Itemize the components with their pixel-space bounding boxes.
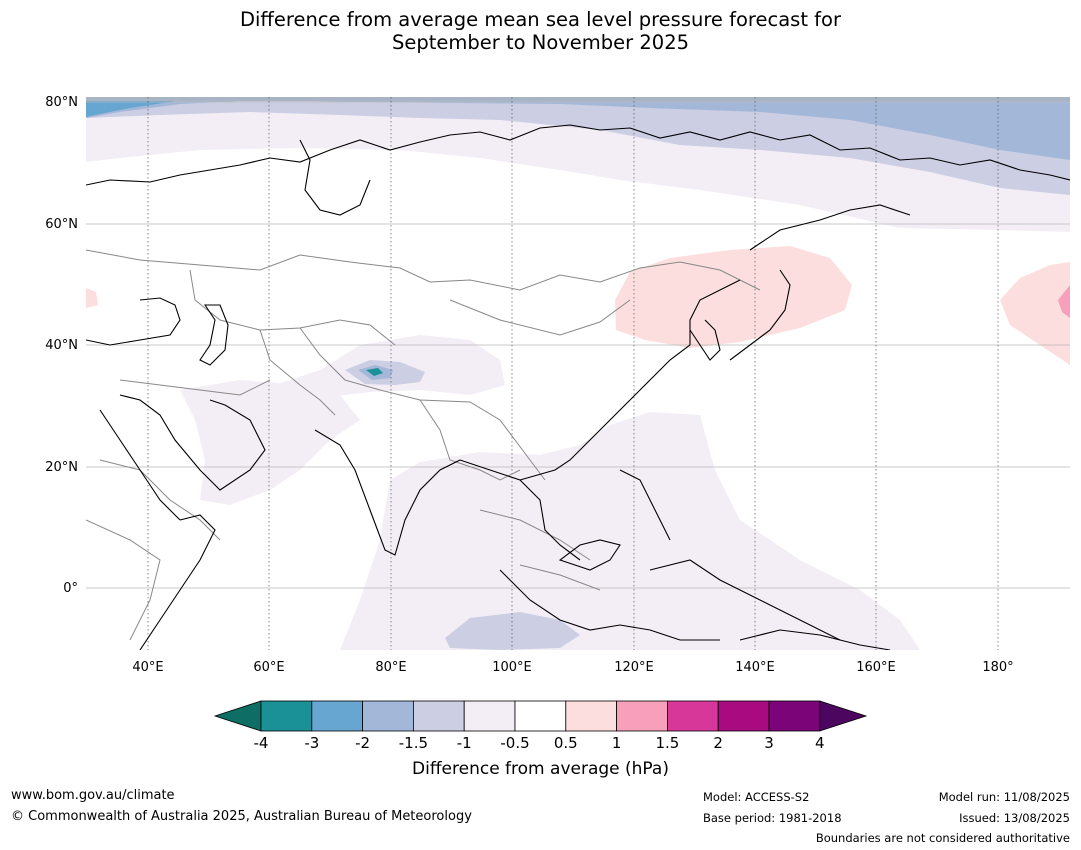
lon-label-40e: 40°E bbox=[132, 660, 164, 675]
colorbar-tick-label: -2 bbox=[355, 734, 371, 752]
colorbar-tick-label: -1 bbox=[456, 734, 472, 752]
colorbar-tick-label: -4 bbox=[253, 734, 269, 752]
lon-label-80e: 80°E bbox=[375, 660, 407, 675]
lon-label-60e: 60°E bbox=[253, 660, 285, 675]
anomaly-region-indian-ocean bbox=[340, 412, 920, 650]
colorbar-title: Difference from average (hPa) bbox=[412, 759, 669, 779]
lat-label-80n: 80°N bbox=[45, 95, 78, 110]
lat-label-20n: 20°N bbox=[45, 460, 78, 475]
lon-label-120e: 120°E bbox=[614, 660, 654, 675]
model-run-date: Model run: 11/08/2025 bbox=[938, 790, 1070, 804]
website-link[interactable]: www.bom.gov.au/climate bbox=[11, 788, 175, 803]
colorbar-tick-label: -0.5 bbox=[500, 734, 530, 752]
anomaly-region-arctic-medium bbox=[86, 97, 1070, 195]
anomaly-region-arctic-strong bbox=[86, 97, 1070, 160]
lon-label-160e: 160°E bbox=[856, 660, 896, 675]
model-name: Model: ACCESS-S2 bbox=[703, 790, 810, 804]
anomaly-region-north-pacific-core bbox=[1058, 285, 1070, 318]
lon-label-180: 180° bbox=[982, 660, 1014, 675]
anomaly-region-north-pacific bbox=[1000, 262, 1070, 365]
colorbar-tick-label: 0.5 bbox=[553, 734, 578, 752]
lat-label-0: 0° bbox=[63, 581, 78, 596]
lon-label-100e: 100°E bbox=[492, 660, 532, 675]
colorbar-tick-label: 3 bbox=[764, 734, 774, 752]
boundaries-disclaimer: Boundaries are not considered authoritat… bbox=[815, 831, 1070, 845]
colorbar-tick-label: -1.5 bbox=[398, 734, 429, 752]
colorbar-tick-label: 4 bbox=[815, 734, 825, 752]
map-title: Difference from average mean sea level p… bbox=[0, 8, 1081, 54]
anomaly-region-tibet-center bbox=[366, 368, 383, 376]
colorbar-tick-label: 1.5 bbox=[655, 734, 680, 752]
anomaly-region-ne-asia bbox=[615, 246, 852, 348]
country-boundaries bbox=[86, 249, 761, 641]
title-line-1: Difference from average mean sea level p… bbox=[240, 8, 841, 31]
colorbar-tick-label: -3 bbox=[304, 734, 320, 752]
top-edge-band bbox=[86, 97, 1070, 101]
base-period: Base period: 1981-2018 bbox=[703, 811, 842, 825]
latitude-gridlines bbox=[86, 101, 1070, 589]
title-line-2: September to November 2025 bbox=[391, 31, 690, 54]
anomaly-region-java-south bbox=[445, 612, 580, 650]
colorbar-tick-label: 2 bbox=[713, 734, 723, 752]
issued-date: Issued: 13/08/2025 bbox=[959, 811, 1070, 825]
anomaly-region-west-edge bbox=[86, 288, 98, 308]
coastlines bbox=[86, 124, 1070, 650]
lon-label-140e: 140°E bbox=[735, 660, 775, 675]
colorbar-tick-label: 1 bbox=[611, 734, 622, 752]
anomaly-region-arabia bbox=[180, 380, 360, 505]
longitude-gridlines bbox=[147, 97, 999, 650]
copyright-text: © Commonwealth of Australia 2025, Austra… bbox=[11, 809, 472, 824]
lat-label-40n: 40°N bbox=[45, 338, 78, 353]
lat-label-60n: 60°N bbox=[45, 217, 78, 232]
